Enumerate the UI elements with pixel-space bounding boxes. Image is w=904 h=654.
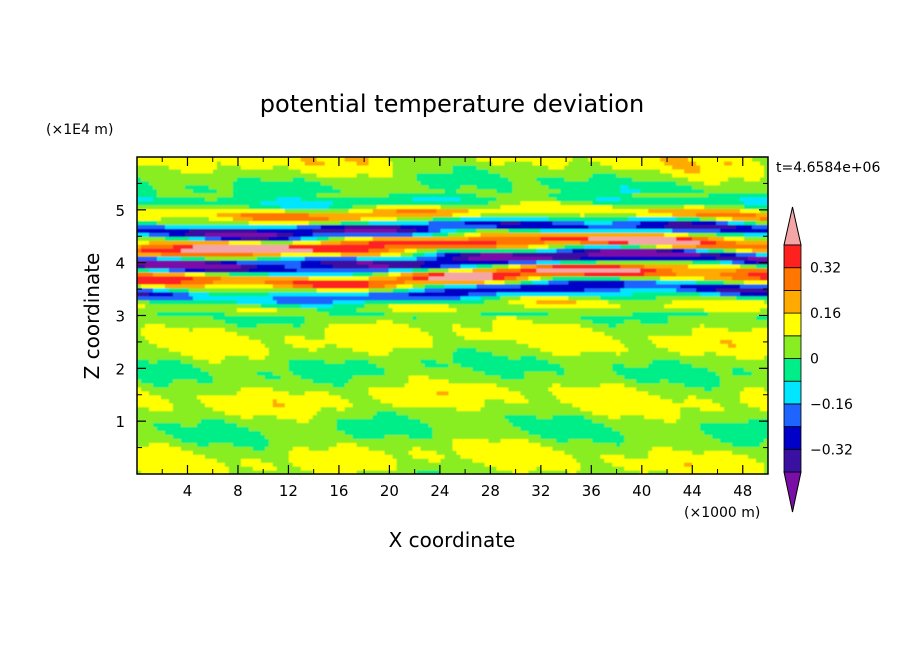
colorbar-swatch [783,312,802,337]
x-tick-label: 20 [380,482,399,500]
colorbar-swatch [783,403,802,427]
colorbar-swatch [783,289,802,314]
colorbar-swatch [783,380,802,405]
colorbar-label: −0.16 [810,397,853,413]
x-tick-label: 16 [329,482,348,500]
colorbar-swatch [783,267,802,291]
contour-cells [137,157,768,474]
x-tick-label: 24 [430,482,449,500]
colorbar-arrow-max [783,206,802,246]
colorbar-label: 0.16 [810,306,841,322]
colorbar-label: −0.32 [810,442,853,458]
x-axis: 4 8 12 16 20 24 28 32 36 40 44 48 [161,157,752,500]
y-tick-label: 2 [115,360,125,378]
time-label: t=4.6584e+06 [776,160,880,176]
y-axis: 1 2 3 4 5 [115,182,768,449]
colorbar-swatch [783,358,802,382]
y-tick-label: 1 [115,413,125,431]
colorbar-arrow-min [783,471,802,513]
x-tick-label: 48 [733,482,752,500]
x-tick-label: 40 [632,482,651,500]
x-tick-label: 44 [683,482,702,500]
x-tick-label: 8 [233,482,243,500]
contour-field [137,157,768,474]
x-tick-label: 4 [183,482,193,500]
colorbar-swatch [783,448,802,473]
x-unit-label: (×1000 m) [684,505,760,521]
y-tick-label: 3 [115,308,125,326]
colorbar-swatch [783,426,802,450]
y-axis-label: Z coordinate [80,253,104,380]
y-tick-label: 4 [115,255,125,273]
colorbar: 0.32 0.16 0 −0.16 −0.32 [783,206,853,513]
chart-title: potential temperature deviation [260,90,644,118]
x-tick-label: 36 [582,482,601,500]
colorbar-swatch [783,335,802,359]
colorbar-label: 0.32 [810,261,841,277]
x-axis-label: X coordinate [389,528,516,552]
colorbar-label: 0 [810,352,819,368]
y-unit-label: (×1E4 m) [46,122,113,138]
colorbar-swatch [783,244,802,269]
x-tick-label: 12 [279,482,298,500]
x-tick-label: 32 [531,482,550,500]
x-tick-label: 28 [481,482,500,500]
y-tick-label: 5 [115,202,125,220]
